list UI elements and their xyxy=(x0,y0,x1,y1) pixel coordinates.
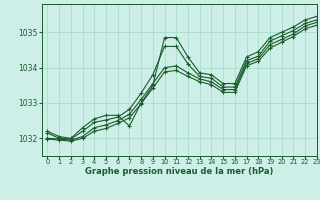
X-axis label: Graphe pression niveau de la mer (hPa): Graphe pression niveau de la mer (hPa) xyxy=(85,167,273,176)
